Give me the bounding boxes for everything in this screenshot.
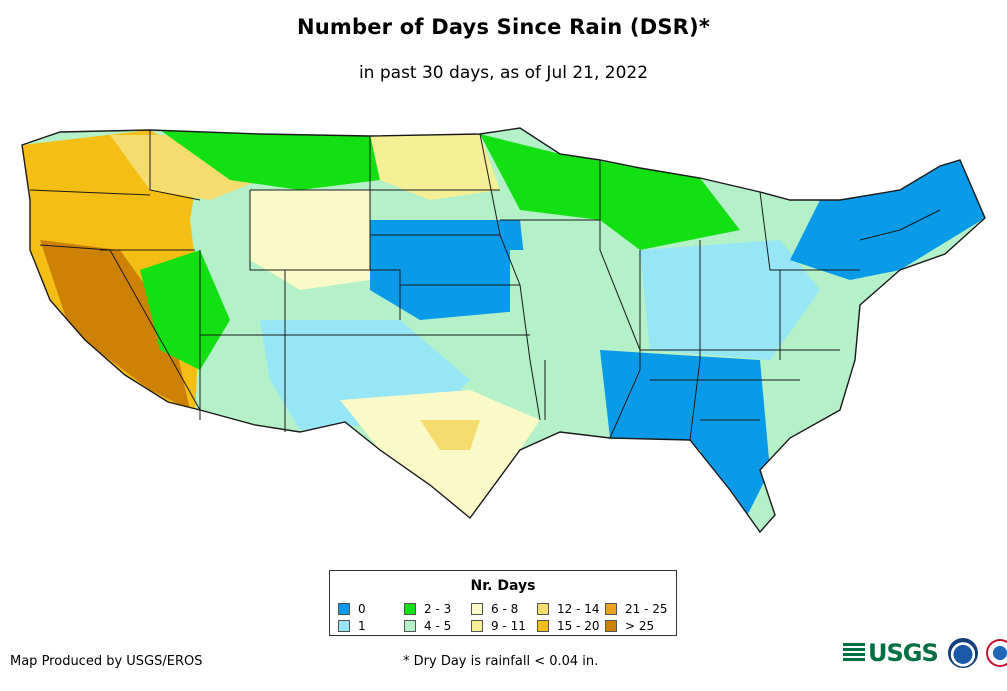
legend-item-15-20: 15 - 20	[537, 619, 600, 633]
legend-label: 4 - 5	[424, 619, 452, 633]
legend-item-over-25: > 25	[605, 619, 654, 633]
dsr-wyoming-region	[250, 190, 370, 290]
legend-swatch	[338, 603, 350, 615]
border-new-england	[859, 209, 941, 241]
dsr-dakotas-region	[370, 134, 500, 200]
legend-swatch	[605, 620, 617, 632]
legend-swatch	[537, 603, 549, 615]
legend-label: > 25	[625, 619, 655, 633]
dsr-great-lakes-region	[480, 134, 740, 250]
us-map-canvas	[21, 127, 986, 534]
legend-item-4-5: 4 - 5	[404, 619, 451, 633]
map-subtitle: in past 30 days, as of Jul 21, 2022	[358, 63, 649, 83]
dsr-texas-region	[340, 390, 540, 518]
legend-item-2-3: 2 - 3	[404, 602, 451, 616]
legend-swatch	[605, 603, 617, 615]
legend-label: 6 - 8	[491, 602, 519, 616]
legend-label: 12 - 14	[557, 602, 600, 616]
dsr-great-basin-region	[140, 250, 230, 370]
dsr-california-nevada-region	[40, 240, 190, 410]
border-wyoming-west	[249, 190, 285, 271]
border-illinois	[599, 160, 641, 351]
legend-swatch	[338, 620, 350, 632]
legend-title: Nr. Days	[470, 578, 536, 594]
dsr-central-plains-region	[370, 220, 530, 320]
usgs-logo-text: USGS	[868, 639, 939, 667]
legend-item-9-11: 9 - 11	[471, 619, 526, 633]
dry-day-note: * Dry Day is rainfall < 0.04 in.	[403, 654, 599, 669]
legend-label: 1	[358, 619, 366, 633]
legend-label: 15 - 20	[557, 619, 600, 633]
nws-logo	[985, 639, 1007, 667]
legend-item-12-14: 12 - 14	[537, 602, 600, 616]
border-ohio-georgia	[689, 240, 701, 441]
border-colorado	[285, 269, 401, 320]
us-outline	[21, 127, 986, 534]
legend-item-6-8: 6 - 8	[471, 602, 518, 616]
legend-label: 0	[358, 602, 366, 616]
agency-logos: USGS	[843, 638, 1007, 668]
border-mississippi-west	[479, 133, 541, 421]
us-map	[0, 120, 1007, 550]
legend-item-0: 0	[338, 602, 366, 616]
usgs-wave-icon	[843, 643, 865, 663]
map-credit: Map Produced by USGS/EROS	[10, 654, 203, 669]
legend-item-1: 1	[338, 619, 366, 633]
legend-label: 9 - 11	[491, 619, 526, 633]
legend-swatch	[404, 620, 416, 632]
noaa-logo	[947, 638, 978, 668]
legend-swatch	[471, 620, 483, 632]
border-pennsylvania	[759, 191, 860, 271]
usgs-logo: USGS	[843, 639, 939, 667]
legend-label: 2 - 3	[424, 602, 452, 616]
dsr-missouri-region	[510, 250, 650, 360]
legend-item-21-25: 21 - 25	[605, 602, 668, 616]
legend-swatch	[471, 603, 483, 615]
border-oregon-washington	[29, 189, 151, 196]
legend: Nr. Days 0 1 2 - 3 4 - 5 6 - 8 9 - 11 12…	[329, 570, 677, 636]
legend-swatch	[404, 603, 416, 615]
dsr-northern-plains-region	[160, 130, 380, 190]
legend-label: 21 - 25	[625, 602, 668, 616]
map-title: Number of Days Since Rain (DSR)*	[296, 15, 711, 39]
dsr-central-texas-region	[420, 420, 480, 450]
dsr-new-england-region	[790, 160, 985, 280]
state-borders	[21, 127, 986, 534]
border-idaho	[149, 130, 201, 201]
legend-swatch	[537, 620, 549, 632]
